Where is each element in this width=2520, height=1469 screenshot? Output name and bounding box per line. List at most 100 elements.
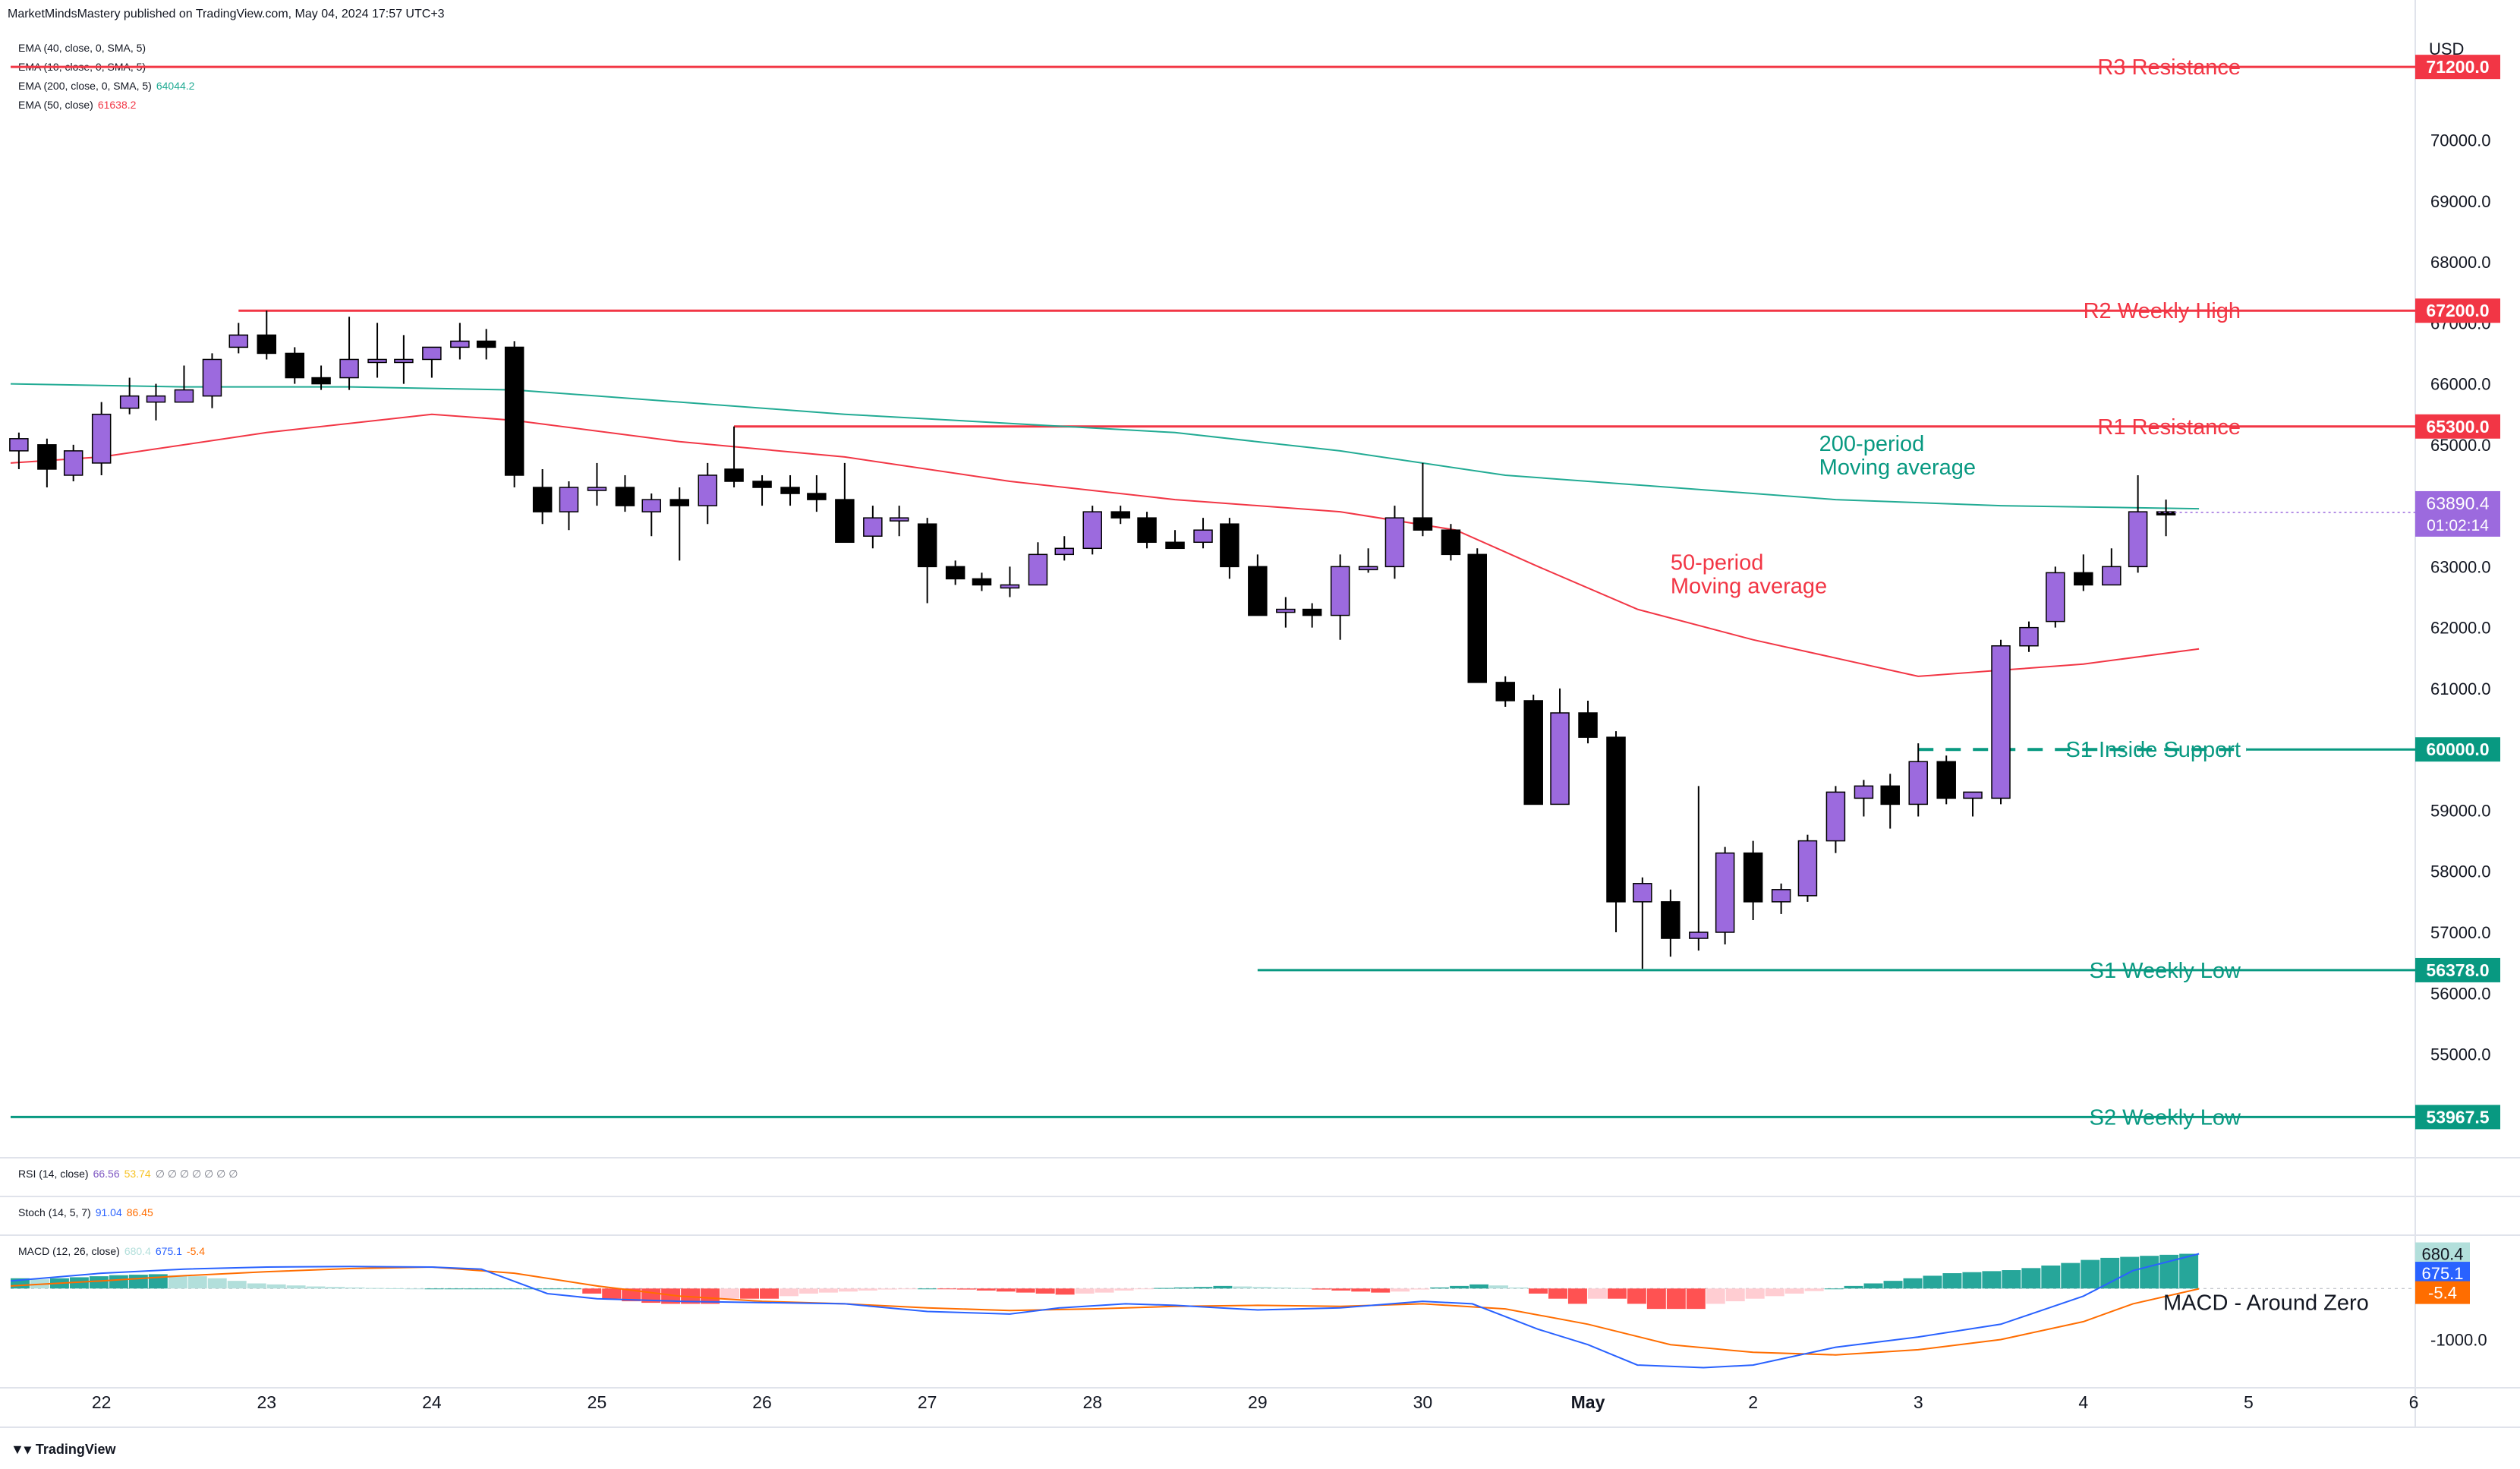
macd-histogram-bar bbox=[1804, 1288, 1824, 1291]
current-price-label: 63890.4 bbox=[2426, 493, 2489, 513]
y-axis: 70000.069000.068000.067000.066000.065000… bbox=[2430, 131, 2491, 1064]
macd-histogram-bar bbox=[1587, 1288, 1607, 1299]
macd-histogram-bar bbox=[247, 1283, 266, 1289]
macd-histogram-bar bbox=[760, 1288, 779, 1299]
candle-body bbox=[669, 499, 690, 506]
candle-body bbox=[1441, 529, 1461, 556]
macd-histogram-bar bbox=[779, 1288, 799, 1297]
candle-body bbox=[1578, 712, 1598, 738]
x-tick-label: 23 bbox=[257, 1392, 276, 1412]
x-tick-label: 2 bbox=[1748, 1392, 1758, 1412]
indicator-ema200[interactable]: EMA (200, close, 0, SMA, 5) 64044.2 bbox=[18, 80, 194, 92]
x-tick-label: 27 bbox=[918, 1392, 937, 1412]
macd-histogram-bar bbox=[484, 1288, 503, 1290]
candle-body bbox=[752, 481, 772, 488]
macd-histogram-bar bbox=[464, 1288, 484, 1290]
price-tag-label: 65300.0 bbox=[2426, 417, 2489, 437]
macd-histogram-bar bbox=[1312, 1288, 1331, 1290]
candle-body bbox=[257, 334, 277, 355]
x-axis: 22 23 24 25 26 27 28 29 30 May 2 3 4 5 6 bbox=[92, 1392, 2419, 1412]
macd-histogram-bar bbox=[1627, 1288, 1646, 1304]
macd-histogram-bar bbox=[1391, 1288, 1410, 1292]
level-label: R3 Resistance bbox=[2097, 55, 2241, 80]
price-tag bbox=[2415, 414, 2500, 439]
macd-histogram-bar bbox=[838, 1288, 858, 1292]
indicator-value: 61638.2 bbox=[97, 99, 137, 111]
indicator-ema50[interactable]: EMA (50, close) 61638.2 bbox=[18, 99, 136, 111]
candle-body bbox=[2156, 511, 2176, 515]
macd-panel-label[interactable]: MACD (12, 26, close) 680.4 675.1 -5.4 bbox=[18, 1245, 205, 1257]
y-tick-label: 59000.0 bbox=[2430, 801, 2491, 820]
macd-histogram-bar bbox=[1489, 1285, 1509, 1289]
price-tag bbox=[2415, 55, 2500, 80]
candle-body bbox=[1276, 608, 1296, 613]
macd-value-3: -5.4 bbox=[186, 1245, 206, 1257]
macd-line bbox=[10, 1253, 2200, 1369]
candle-body bbox=[1302, 608, 1322, 616]
macd-histogram-bar bbox=[2140, 1256, 2159, 1289]
price-tag-label: 56378.0 bbox=[2426, 960, 2489, 980]
tradingview-logo[interactable]: ▼▾ TradingView bbox=[11, 1442, 116, 1458]
candle-body bbox=[202, 358, 222, 397]
candle-body bbox=[1467, 553, 1487, 683]
macd-histogram-bar bbox=[1903, 1278, 1923, 1289]
macd-histogram-bar bbox=[2081, 1259, 2100, 1289]
macd-histogram-bar bbox=[1114, 1288, 1134, 1291]
macd-histogram-bar bbox=[877, 1288, 897, 1290]
macd-histogram-bar bbox=[897, 1288, 917, 1290]
macd-histogram-bar bbox=[385, 1288, 405, 1289]
macd-histogram-bar bbox=[602, 1288, 622, 1299]
macd-histogram-bar bbox=[1686, 1288, 1706, 1310]
candle-body bbox=[889, 517, 909, 522]
candle-body bbox=[1248, 566, 1268, 616]
rsi-panel-label[interactable]: RSI (14, close) 66.56 53.74 ∅ ∅ ∅ ∅ ∅ ∅ ∅ bbox=[18, 1168, 238, 1181]
rsi-label: RSI (14, close) bbox=[18, 1168, 89, 1180]
candle-body bbox=[1384, 517, 1405, 568]
candle-body bbox=[1689, 932, 1709, 939]
macd-histogram-bar bbox=[543, 1288, 562, 1290]
chart-annotation: Moving average bbox=[1671, 574, 1827, 598]
candle-body bbox=[807, 493, 827, 500]
price-tag bbox=[2415, 737, 2500, 762]
tradingview-logo-text: TradingView bbox=[35, 1442, 116, 1457]
candle-body bbox=[1193, 529, 1213, 544]
candle-body bbox=[37, 444, 57, 470]
candle-body bbox=[641, 499, 662, 512]
macd-histogram-bar bbox=[917, 1288, 937, 1290]
macd-histogram-bar bbox=[1154, 1288, 1173, 1289]
candle-body bbox=[1082, 511, 1102, 550]
level-label: S1 Inside Support bbox=[2065, 738, 2241, 762]
macd-histogram-bar bbox=[562, 1288, 582, 1290]
indicator-ema40[interactable]: EMA (40, close, 0, SMA, 5) bbox=[18, 42, 146, 54]
macd-histogram-bar bbox=[956, 1288, 976, 1290]
stoch-panel-label[interactable]: Stoch (14, 5, 7) 91.04 86.45 bbox=[18, 1206, 153, 1218]
macd-histogram-bar bbox=[365, 1288, 385, 1289]
macd-histogram-bar bbox=[1982, 1271, 2002, 1289]
candle-body bbox=[945, 566, 965, 580]
macd-histogram-bar bbox=[1016, 1288, 1035, 1293]
candle-body bbox=[1633, 883, 1652, 903]
y-tick-label: 68000.0 bbox=[2430, 253, 2491, 272]
rsi-value-2: 53.74 bbox=[124, 1168, 151, 1180]
macd-histogram-bar bbox=[1095, 1288, 1114, 1293]
macd-value-label: 675.1 bbox=[2421, 1264, 2463, 1283]
candle-body bbox=[1358, 566, 1378, 571]
candle-body bbox=[504, 346, 524, 476]
y-tick-label: 56000.0 bbox=[2430, 984, 2491, 1003]
candle-body bbox=[1936, 761, 1956, 799]
candle-body bbox=[174, 389, 194, 403]
y-tick-label: 61000.0 bbox=[2430, 679, 2491, 698]
candle-body bbox=[2074, 572, 2093, 586]
candle-body bbox=[1991, 645, 2011, 799]
macd-value-tag bbox=[2415, 1242, 2470, 1266]
candle-body bbox=[835, 499, 855, 544]
x-tick-label: 28 bbox=[1082, 1392, 1102, 1412]
macd-histogram-bar bbox=[1567, 1288, 1587, 1304]
rsi-value-rest: ∅ ∅ ∅ ∅ ∅ ∅ ∅ bbox=[155, 1168, 238, 1180]
candle-body bbox=[146, 395, 166, 403]
candles bbox=[9, 311, 2176, 969]
candle-body bbox=[2102, 566, 2122, 586]
candle-body bbox=[780, 487, 800, 494]
macd-histogram-bar bbox=[1725, 1288, 1745, 1302]
